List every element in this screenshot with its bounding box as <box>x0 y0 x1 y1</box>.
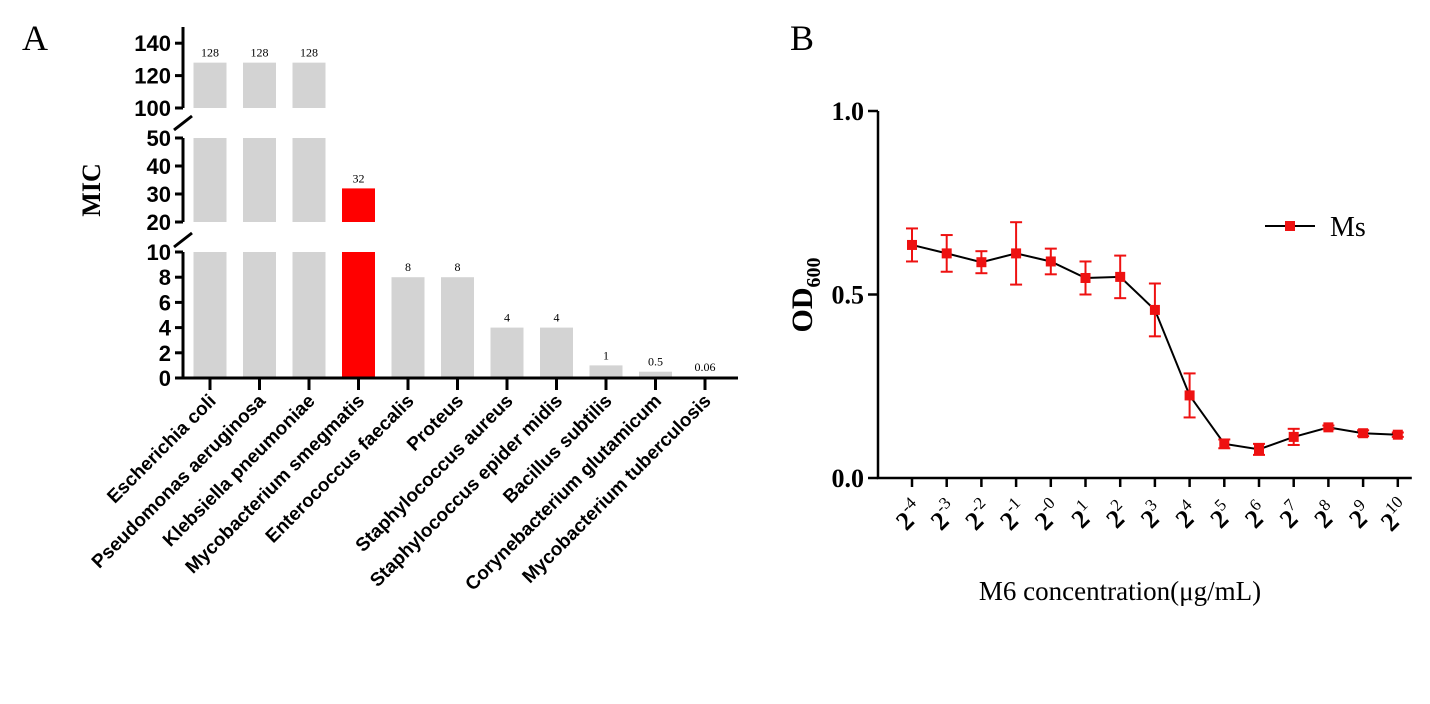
panel-b-label: B <box>790 18 814 58</box>
x-axis-label: M6 concentration(μg/mL) <box>979 576 1261 606</box>
y-tick-label: 10 <box>147 240 171 265</box>
axis-break-mark <box>173 114 193 132</box>
data-point <box>1254 444 1264 455</box>
x-tick-label: 25 <box>1202 495 1241 534</box>
y-tick-label: 30 <box>147 182 171 207</box>
data-point <box>1080 272 1091 283</box>
x-tick-label: 24 <box>1167 495 1206 534</box>
y-tick-label: 8 <box>159 265 171 290</box>
x-tick-label: 2-2 <box>957 493 1000 536</box>
data-point <box>1288 431 1299 442</box>
bar-1-seg1 <box>243 138 276 222</box>
y-tick-label: 4 <box>159 316 172 341</box>
data-point <box>1323 422 1334 433</box>
bar-1-seg0 <box>243 252 276 378</box>
y-tick-label: 1.0 <box>832 97 865 126</box>
bar-5-seg0 <box>441 277 474 378</box>
x-tick-label: 22 <box>1098 495 1137 534</box>
bar-6-seg0 <box>490 327 524 378</box>
bar-3-seg1 <box>342 188 375 222</box>
series-line <box>911 243 1398 451</box>
bar-value-label: 32 <box>353 171 365 185</box>
y-tick-label: 0 <box>159 366 171 391</box>
y-axis-label-sub: 600 <box>803 258 825 288</box>
x-tick-label: 2-4 <box>887 493 930 536</box>
bar-4-seg0 <box>391 277 425 378</box>
axis-break-mark <box>173 231 193 249</box>
y-axis-label-main: OD <box>786 288 819 333</box>
y-axis-label: OD600 <box>786 258 825 333</box>
bar-0-seg2 <box>193 62 227 108</box>
bar-value-label: 1 <box>603 348 609 362</box>
y-tick-label: 140 <box>134 31 171 56</box>
bar-value-label: 128 <box>251 46 269 60</box>
bar-value-label: 8 <box>455 260 461 274</box>
x-tick-label: 23 <box>1132 495 1171 534</box>
data-point <box>941 248 952 259</box>
x-tick-label: 26 <box>1236 495 1275 534</box>
x-tick-label: 28 <box>1306 495 1345 534</box>
x-tick-label: 210 <box>1372 492 1417 537</box>
data-point <box>1045 256 1056 267</box>
y-tick-label: 50 <box>147 126 171 151</box>
bar-value-label: 4 <box>504 311 510 325</box>
data-point <box>1392 429 1403 440</box>
bar-2-seg1 <box>292 138 326 222</box>
bar-0-seg1 <box>193 138 227 222</box>
bar-1-seg2 <box>243 62 276 108</box>
y-tick-label: 40 <box>147 154 171 179</box>
bar-9-seg0 <box>639 371 672 378</box>
y-axis-label: MIC <box>77 163 106 216</box>
data-point <box>1149 304 1160 315</box>
y-tick-label: 2 <box>159 341 171 366</box>
x-tick-label: 2-1 <box>991 493 1034 536</box>
data-point <box>1115 271 1126 282</box>
bar-2-seg2 <box>292 62 326 108</box>
legend-marker <box>1285 221 1295 231</box>
bar-value-label: 4 <box>554 311 560 325</box>
bar-value-label: 128 <box>300 46 318 60</box>
y-tick-label: 20 <box>147 210 171 235</box>
data-point <box>976 257 987 268</box>
data-point <box>1219 438 1230 449</box>
y-tick-label: 0.0 <box>832 464 865 493</box>
data-point <box>1184 390 1195 401</box>
legend-label: Ms <box>1330 212 1366 243</box>
y-tick-label: 120 <box>134 64 171 89</box>
bar-2-seg0 <box>292 252 326 378</box>
x-tick-label: 21 <box>1063 495 1102 534</box>
bar-value-label: 0.06 <box>695 360 716 374</box>
bar-3-seg0 <box>342 252 375 378</box>
data-point <box>1358 428 1369 439</box>
bar-8-seg0 <box>589 365 623 378</box>
y-tick-label: 0.5 <box>832 281 865 310</box>
x-tick-label: 2-0 <box>1026 493 1069 536</box>
y-tick-label: 100 <box>134 96 171 121</box>
bar-0-seg0 <box>193 252 227 378</box>
data-point <box>907 239 917 250</box>
y-tick-label: 6 <box>159 290 171 315</box>
bar-value-label: 0.5 <box>648 355 663 369</box>
panel-a-label: A <box>22 18 48 58</box>
bar-7-seg0 <box>540 327 573 378</box>
data-point <box>1011 248 1022 259</box>
x-tick-label: 29 <box>1340 495 1379 534</box>
bar-value-label: 8 <box>405 260 411 274</box>
x-tick-label: 2-3 <box>922 493 965 536</box>
x-tick-label: 27 <box>1271 495 1310 534</box>
bar-value-label: 128 <box>201 46 219 60</box>
